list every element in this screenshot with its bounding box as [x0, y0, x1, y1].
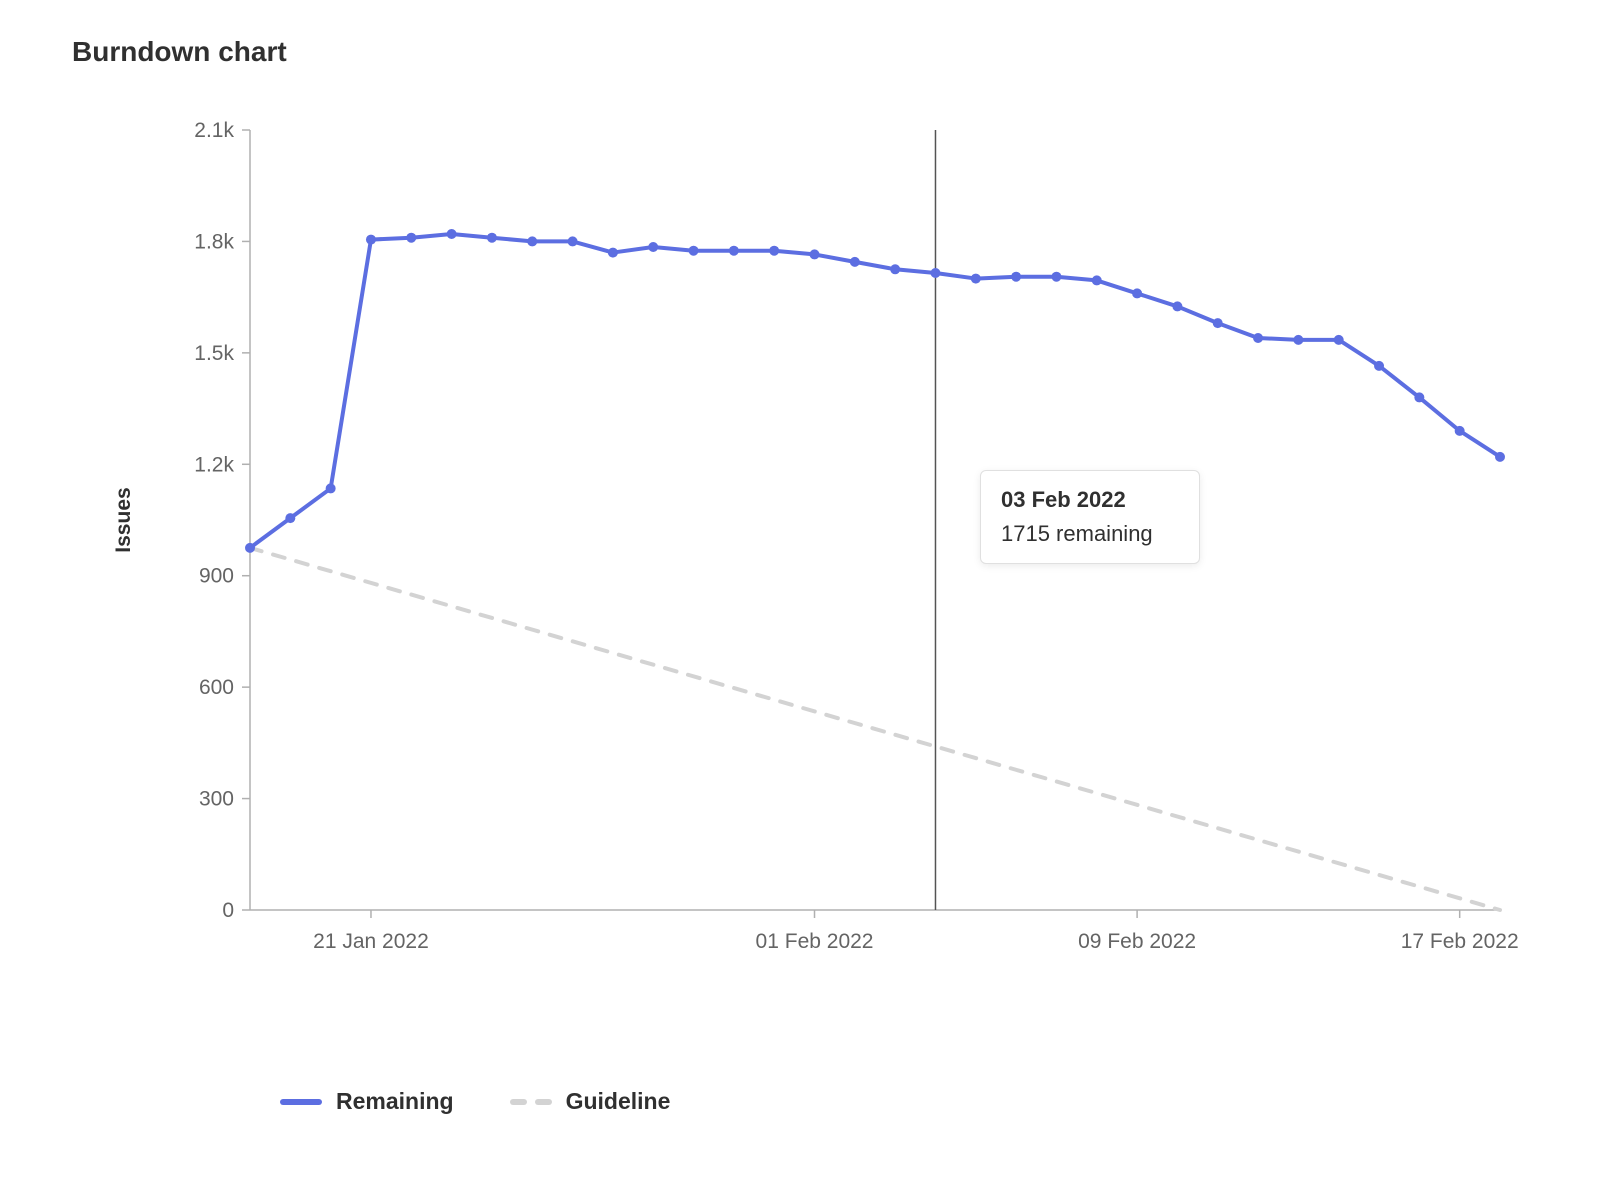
tooltip-date: 03 Feb 2022: [1001, 487, 1179, 513]
hover-tooltip: 03 Feb 2022 1715 remaining: [980, 470, 1200, 564]
burndown-chart: 0 300 600 900 1.2k 1.5k 1.8k 2.1k Issues 21 Jan 2…: [60, 100, 1540, 1060]
svg-text:Issues: Issues: [112, 487, 135, 552]
legend-item-remaining[interactable]: Remaining: [280, 1088, 454, 1115]
chart-title: Burndown chart: [72, 36, 1582, 68]
svg-text:0: 0: [222, 899, 234, 922]
svg-text:300: 300: [199, 788, 234, 811]
chart-legend: Remaining Guideline: [280, 1088, 1582, 1115]
svg-text:1.5k: 1.5k: [194, 342, 234, 365]
svg-text:09 Feb 2022: 09 Feb 2022: [1078, 930, 1196, 953]
legend-swatch-guideline: [510, 1099, 552, 1105]
legend-swatch-remaining: [280, 1099, 322, 1105]
svg-text:17 Feb 2022: 17 Feb 2022: [1401, 930, 1519, 953]
svg-text:2.1k: 2.1k: [194, 119, 234, 142]
svg-text:01 Feb 2022: 01 Feb 2022: [756, 930, 874, 953]
chart-svg: 0 300 600 900 1.2k 1.5k 1.8k 2.1k Issues 21 Jan 2…: [60, 100, 1540, 1060]
svg-text:1.2k: 1.2k: [194, 453, 234, 476]
svg-text:600: 600: [199, 676, 234, 699]
legend-label-guideline: Guideline: [566, 1088, 671, 1115]
svg-text:900: 900: [199, 565, 234, 588]
legend-label-remaining: Remaining: [336, 1088, 454, 1115]
svg-text:1.8k: 1.8k: [194, 230, 234, 253]
tooltip-value: 1715 remaining: [1001, 521, 1179, 547]
legend-item-guideline[interactable]: Guideline: [510, 1088, 671, 1115]
svg-text:21 Jan 2022: 21 Jan 2022: [313, 930, 429, 953]
